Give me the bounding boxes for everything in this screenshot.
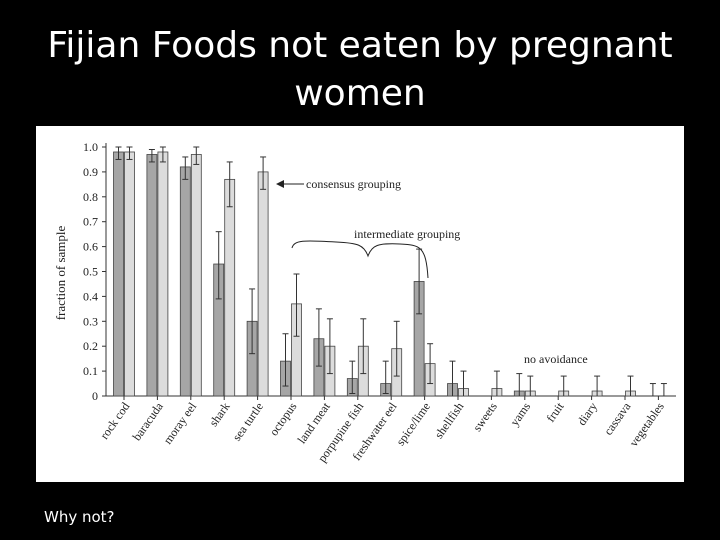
bar-light	[224, 178, 236, 397]
annotation-brace	[291, 240, 429, 279]
y-tick-label: 0.1	[83, 364, 98, 378]
x-tick-label: sweets	[470, 399, 500, 434]
bar-light	[190, 154, 202, 397]
x-tick-label: baracuda	[130, 399, 167, 443]
chart-axes: 0 0.1 0.2 0.3 0.4 0.5 0.6 0.7 0.8 0.9 1.0	[83, 140, 676, 403]
x-tick-label: yams	[507, 399, 533, 428]
bar-light	[157, 151, 169, 397]
annotation-no-avoidance: no avoidance	[524, 352, 588, 366]
y-tick-label: 0.3	[83, 314, 98, 328]
annotation-consensus-grouping: consensus grouping	[306, 177, 401, 191]
y-tick-label: 0.7	[83, 215, 98, 229]
y-tick-label: 0.6	[83, 240, 98, 254]
annotation-arrow-head	[276, 180, 284, 188]
y-tick-label: 0.8	[83, 190, 98, 204]
bar-dark	[113, 151, 124, 397]
y-tick-label: 1.0	[83, 140, 98, 154]
x-tick-label: spice/lime	[393, 400, 433, 448]
x-tick-label: diary	[574, 400, 600, 428]
y-tick-label: 0.5	[83, 265, 98, 279]
x-tick-label: sea turtle	[230, 400, 267, 444]
footer-note: Why not?	[44, 508, 115, 526]
x-tick-label: shellfish	[432, 400, 467, 441]
y-tick-label: 0.4	[83, 289, 98, 303]
slide-title-line-1: Fijian Foods not eaten by pregnant	[47, 25, 673, 66]
bar-dark	[179, 166, 191, 397]
chart-annotations: consensus grouping intermediate grouping n…	[276, 177, 588, 366]
y-tick-label: 0.2	[83, 339, 98, 353]
bar-dark	[146, 154, 158, 397]
chart-figure: 0 0.1 0.2 0.3 0.4 0.5 0.6 0.7 0.8 0.9 1.0 rock cod…	[36, 126, 684, 482]
x-tick-label: octopus	[267, 399, 300, 438]
x-tick-label: shark	[206, 400, 232, 429]
chart-bars	[113, 151, 636, 397]
bar-chart: 0 0.1 0.2 0.3 0.4 0.5 0.6 0.7 0.8 0.9 1.0 rock cod…	[53, 140, 676, 465]
chart-error-bars	[115, 146, 667, 396]
x-tick-label: moray eel	[160, 399, 199, 447]
bar-light	[124, 151, 135, 397]
slide-title: Fijian Foods not eaten by pregnant women	[40, 22, 680, 118]
x-tick-label: vegetables	[626, 399, 667, 449]
x-tick-label: cassava	[601, 399, 634, 438]
x-tick-label: rock cod	[97, 400, 132, 442]
slide-title-line-2: women	[294, 73, 426, 114]
y-tick-label: 0.9	[83, 165, 98, 179]
bar-light	[257, 171, 269, 397]
annotation-intermediate-grouping: intermediate grouping	[354, 227, 460, 241]
x-tick-label: fruit	[543, 399, 567, 424]
y-axis-label: fraction of sample	[53, 225, 68, 320]
y-tick-label: 0	[92, 389, 98, 403]
